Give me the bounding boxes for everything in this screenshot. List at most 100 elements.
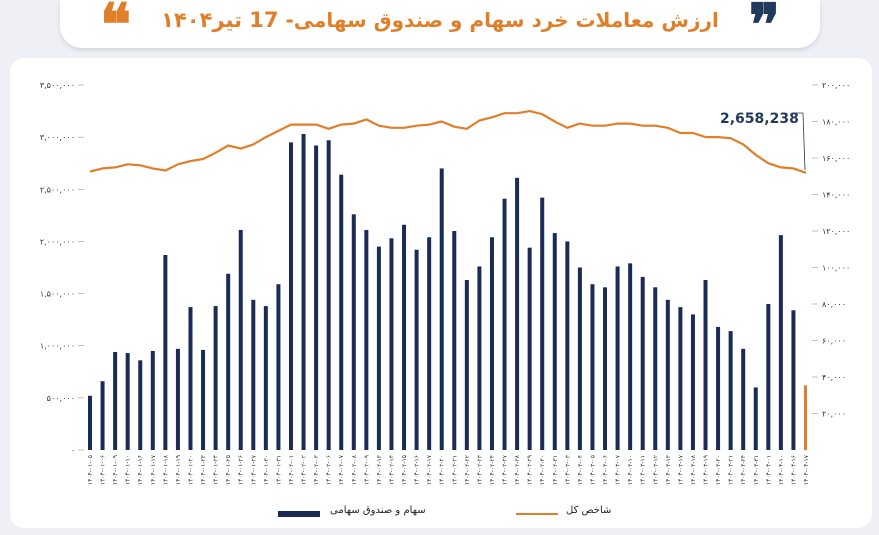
x-tick-label: ۱۴۰۴-۰۱-۰۶	[100, 455, 107, 485]
bar	[753, 387, 758, 450]
bar	[502, 198, 507, 450]
right-tick-label: ۱۸۰,۰۰۰	[822, 118, 850, 127]
bar	[150, 350, 155, 450]
x-tick-label: ۱۴۰۴-۰۳-۳۱	[753, 455, 760, 485]
x-tick-label: ۱۴۰۴-۰۱-۰۵	[87, 455, 94, 485]
chart-title: ارزش معاملات خرد سهام و صندوق سهامی- 17 …	[60, 8, 820, 32]
bar	[88, 395, 92, 450]
right-tick-label: ۶۰,۰۰۰	[822, 337, 846, 346]
title-banner: ❝ ارزش معاملات خرد سهام و صندوق سهامی- 1…	[60, 0, 820, 54]
bar	[263, 306, 268, 450]
left-tick-label: ۵۰۰,۰۰۰	[47, 394, 75, 403]
bar	[603, 287, 608, 450]
bar	[615, 266, 620, 450]
bar	[376, 246, 381, 450]
bar	[778, 235, 783, 450]
bar	[288, 142, 293, 450]
right-tick-label: ۲۰,۰۰۰	[822, 410, 846, 419]
x-tick-label: ۱۴۰۴-۰۱-۲۳	[200, 454, 207, 485]
bar	[703, 280, 708, 450]
bar	[653, 287, 658, 450]
x-tick-label: ۱۴۰۴-۰۱-۱۷	[150, 454, 157, 485]
bar	[213, 306, 218, 450]
bar	[226, 273, 231, 450]
x-tick-label: ۱۴۰۴-۰۲-۱۳	[376, 454, 383, 485]
bar	[125, 353, 130, 450]
x-tick-label: ۱۴۰۴-۰۱-۳۰	[263, 455, 270, 485]
right-tick-label: ۱۶۰,۰۰۰	[822, 154, 850, 163]
bar	[163, 254, 168, 450]
right-tick-label: ۲۰۰,۰۰۰	[822, 81, 850, 90]
x-tick-label: ۱۴۰۴-۰۴-۱۰	[778, 455, 785, 485]
x-tick-label: ۱۴۰۴-۰۲-۱۶	[414, 455, 421, 485]
x-tick-label: ۱۴۰۴-۰۲-۰۲	[301, 455, 308, 485]
bar	[628, 263, 633, 450]
bar	[389, 238, 394, 450]
title-text: ارزش معاملات خرد سهام و صندوق سهامی-	[278, 8, 719, 32]
bar	[251, 299, 256, 450]
left-tick-label: ۲,۵۰۰,۰۰۰	[40, 185, 75, 194]
x-tick-label: ۱۴۰۴-۰۳-۱۷	[677, 454, 684, 485]
x-tick-label: ۱۴۰۴-۰۳-۱۳	[665, 454, 672, 485]
x-tick-label: ۱۴۰۴-۰۲-۲۷	[502, 454, 509, 485]
x-tick-label: ۱۴۰۴-۰۴-۱۷	[803, 454, 810, 485]
x-tick-label: ۱۴۰۴-۰۲-۰۱	[288, 455, 295, 485]
bar	[766, 304, 771, 450]
x-tick-label: ۱۴۰۴-۰۱-۳۱	[275, 455, 282, 485]
bar	[402, 224, 407, 450]
bar	[540, 197, 545, 450]
x-tick-label: ۱۴۰۴-۰۱-۱۰	[125, 455, 132, 485]
bar	[640, 276, 645, 450]
closing-quote-icon: ❞	[748, 0, 780, 59]
x-tick-label: ۱۴۰۴-۰۲-۰۷	[338, 454, 345, 485]
x-tick-label: ۱۴۰۴-۰۲-۲۰	[439, 455, 446, 485]
x-tick-label: ۱۴۰۴-۰۲-۳۱	[552, 455, 559, 485]
right-tick-label: ۱۴۰,۰۰۰	[822, 191, 850, 200]
left-tick-label: ۱,۰۰۰,۰۰۰	[40, 342, 75, 351]
left-tick-label: ۳,۵۰۰,۰۰۰	[40, 81, 75, 90]
x-tick-label: ۱۴۰۴-۰۴-۱۶	[790, 455, 797, 485]
bar	[552, 233, 557, 450]
x-tick-label: ۱۴۰۴-۰۱-۲۷	[250, 454, 257, 485]
index-line	[89, 109, 807, 174]
legend-line-label: شاخص کل	[566, 505, 612, 516]
x-tick-label: ۱۴۰۴-۰۱-۲۴	[213, 455, 220, 485]
bar	[188, 307, 193, 450]
right-tick-label: ۱۰۰,۰۰۰	[822, 264, 850, 273]
x-tick-label: ۱۴۰۴-۰۲-۲۸	[514, 454, 521, 485]
x-tick-label: ۱۴۰۴-۰۲-۳۰	[539, 455, 546, 485]
x-tick-label: ۱۴۰۴-۰۲-۰۹	[363, 455, 370, 485]
x-tick-label: ۱۴۰۴-۰۳-۱۲	[652, 455, 659, 485]
x-tick-label: ۱۴۰۴-۰۱-۲۰	[187, 455, 194, 485]
x-tick-label: ۱۴۰۴-۰۲-۰۳	[313, 454, 320, 485]
bar	[414, 249, 419, 450]
legend-bars-label: سهام و صندوق سهامی	[330, 505, 426, 516]
x-tick-label: ۱۴۰۴-۰۴-۰۱	[765, 455, 772, 485]
x-tick-label: ۱۴۰۴-۰۱-۱۸	[162, 454, 169, 485]
bar	[301, 134, 306, 450]
bar	[565, 241, 570, 450]
x-tick-label: ۱۴۰۴-۰۱-۱۹	[175, 455, 182, 485]
bar	[439, 168, 444, 450]
bar	[665, 299, 670, 450]
bar	[791, 310, 796, 450]
right-tick-label: ۸۰,۰۰۰	[822, 300, 846, 309]
x-tick-label: ۱۴۰۴-۰۳-۰۴	[577, 455, 584, 485]
x-tick-label: ۱۴۰۴-۰۲-۰۶	[326, 455, 333, 485]
bar	[314, 145, 319, 450]
bar	[364, 229, 369, 450]
x-tick-label: ۱۴۰۴-۰۱-۲۶	[238, 455, 245, 485]
bar	[515, 177, 520, 451]
annotation-leader	[796, 112, 806, 171]
x-tick-label: ۱۴۰۴-۰۳-۲۴	[740, 455, 747, 485]
bar	[100, 381, 105, 450]
x-tick-label: ۱۴۰۴-۰۳-۲۱	[728, 455, 735, 485]
x-tick-label: ۱۴۰۴-۰۳-۰۶	[602, 455, 609, 485]
bar	[527, 247, 532, 450]
bar	[678, 307, 683, 450]
x-tick-label: ۱۴۰۴-۰۲-۱۷	[426, 454, 433, 485]
x-tick-label: ۱۴۰۴-۰۲-۲۳	[476, 454, 483, 485]
bar	[728, 331, 733, 450]
title-date: 17 تیر۱۴۰۴	[161, 8, 279, 32]
